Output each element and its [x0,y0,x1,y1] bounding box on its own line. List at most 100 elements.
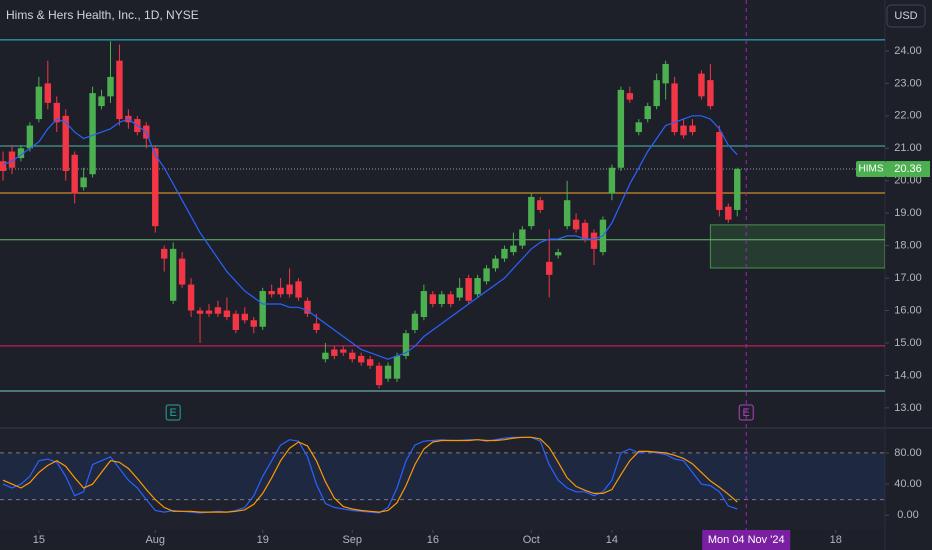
candle-body [492,258,499,269]
candle-body [313,323,320,330]
price-tag-symbol-bg [856,161,886,178]
candle-body [698,73,705,97]
candle-body [384,365,392,379]
x-tick-label: 15 [33,534,45,546]
candle-body [465,278,472,301]
y-tick-label: 23.00 [894,77,922,89]
crosshair-label: Mon 04 Nov '24 [708,534,785,546]
candle-body [707,80,714,107]
candle-body [420,291,428,318]
y-tick-label: 18.00 [894,240,922,252]
candle-body [590,232,598,249]
candle-body [35,86,43,120]
candle-body [322,352,329,360]
y-tick-label: 16.00 [894,304,922,316]
x-tick-label: Sep [342,534,362,546]
candle-body [474,278,481,295]
candle-body [223,310,231,318]
candle-body [53,102,60,123]
x-tick-label: 18 [830,534,842,546]
candle-body [662,63,669,84]
stoch-line [2,436,738,513]
candle-body [554,252,562,256]
band-fill [0,452,885,500]
candle-body [331,349,338,356]
candle-body [689,125,696,133]
stoch-pane [0,436,885,514]
y-tick-label: 0.00 [897,509,918,521]
price-tag-symbol: HIMS [859,164,884,175]
candle-body [232,313,240,330]
main-pane [0,39,885,392]
candle-body [626,93,634,100]
price-tag-value: 20.36 [894,163,922,175]
candle-body [17,148,25,159]
candle-body [519,229,526,246]
candle-body [572,219,580,230]
candle-body [375,365,383,386]
currency[interactable]: USD [894,10,917,22]
candle-body [286,284,293,295]
candle-body [259,291,266,327]
candle-body [268,291,275,295]
candle-body [608,167,616,194]
x-tick-label: Oct [523,534,540,546]
y-tick-label: 24.00 [894,45,922,57]
chart-title: Hims & Hers Health, Inc., 1D, NYSE [6,8,199,22]
x-tick-label: 19 [257,534,269,546]
candle-body [89,93,96,175]
candle-body [402,333,410,356]
candle-body [62,115,69,171]
candle-body [295,281,302,298]
y-tick-label: 13.00 [894,402,922,414]
event-label: E [743,407,750,419]
candle-body [26,125,34,149]
currency-button[interactable] [886,4,926,28]
candle-body [447,294,454,305]
candle-body [671,83,678,133]
zone [709,224,885,269]
candle-body [716,132,723,210]
candle-body [196,310,204,314]
event-label: E [169,407,176,419]
y-tick-label: 80.00 [894,447,922,459]
y-tick-label: 17.00 [894,272,922,284]
candle-body [277,287,284,295]
candle-body [152,148,159,227]
candle-body [80,177,87,188]
candle-body [178,258,186,285]
price-tag-bg [886,161,930,178]
candle-body [250,320,257,327]
y-tick-label: 15.00 [894,337,922,349]
x-tick-label: 16 [427,534,439,546]
candle-body [581,222,589,240]
candle-body [617,89,625,168]
candle-body [116,60,123,120]
candle-body [501,248,508,259]
candle-body [734,169,741,210]
crosshair-label-bg [702,530,791,550]
candle-body [510,245,517,253]
candle-body [187,284,195,311]
candle-body [161,248,168,259]
candle-body [98,96,105,107]
y-tick-label: 22.00 [894,110,922,122]
y-tick-label: 40.00 [894,478,922,490]
candle-body [71,154,78,194]
candle-body [725,206,732,220]
candle-body [44,83,52,103]
event-marker [165,404,181,421]
candle-body [357,355,365,363]
candle-body [635,122,642,133]
y-tick-label: 21.00 [894,142,922,154]
candle-body [214,307,222,314]
candle-body [438,294,445,305]
candle-body [429,294,437,305]
candle-body [483,268,490,282]
y-tick-label: 14.00 [894,369,922,381]
candle-body [563,200,571,227]
candle-body [680,125,687,136]
x-tick-label: 14 [606,534,618,546]
candle-body [644,106,651,120]
